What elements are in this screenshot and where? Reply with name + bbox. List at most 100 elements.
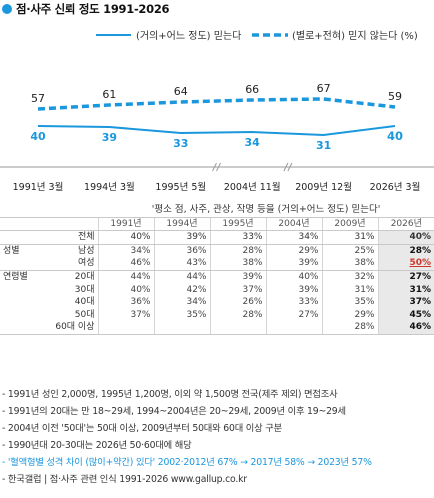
row-label: 20대 <box>74 271 95 282</box>
table-row-total: 전체 40% 39% 33% 34% 31% 40% <box>0 230 434 245</box>
table-cell: 26% <box>209 296 266 309</box>
footnote: - 1991년 성인 2,000명, 1995년 1,200명, 이외 약 1,… <box>2 389 338 400</box>
table-cell-highlight: 46% <box>377 321 434 335</box>
table-cell: 27% <box>265 308 322 322</box>
table-cell-highlight: 50% <box>377 257 434 271</box>
table-cell: 46% <box>97 257 154 271</box>
table-cell: 44% <box>97 270 154 284</box>
table-cell <box>97 321 154 335</box>
table-corner <box>0 204 98 218</box>
axis-break-mark <box>283 162 289 172</box>
table-row: 30대 40% 42% 37% 39% 31% 31% <box>0 283 434 297</box>
table-cell: 28% <box>321 321 378 335</box>
x-tick-label: 2026년 3월 <box>370 181 421 193</box>
x-tick-label: 1994년 3월 <box>84 181 135 193</box>
table-cell: 44% <box>153 270 210 284</box>
table-cell: 32% <box>321 270 378 284</box>
chart-title-row: 점·사주 신뢰 정도 1991-2026 <box>2 1 170 17</box>
table-cell: 39% <box>265 257 322 271</box>
group-label-age: 연령별 <box>3 271 28 282</box>
bullet-dot-icon <box>2 4 12 14</box>
table-cell: 29% <box>265 244 322 258</box>
table-row: 여성 46% 43% 38% 39% 38% 50% <box>0 257 434 271</box>
data-label-disbelieve: 66 <box>245 83 259 96</box>
footnote: - 1990년대 20-30대는 2026년 50·60대에 해당 <box>2 440 192 451</box>
group-label-sex: 성별 <box>3 245 20 256</box>
table-cell: 40% <box>265 270 322 284</box>
x-tick-label: 2009년 12월 <box>295 181 352 193</box>
empty-group-label <box>0 321 40 335</box>
table-cell <box>209 321 266 335</box>
row-label: 40대 <box>74 297 95 308</box>
table-cell: 33% <box>209 230 266 245</box>
table-cell: 28% <box>209 244 266 258</box>
x-tick-labels: 1991년 3월 1994년 3월 1995년 5월 2004년 11월 2009년 1… <box>13 181 421 193</box>
empty-group-label <box>0 230 40 245</box>
data-label-disbelieve: 59 <box>388 90 402 103</box>
table-cell-highlight: 40% <box>377 230 434 245</box>
data-label-believe: 33 <box>173 137 188 150</box>
table-cell: 37% <box>209 283 266 297</box>
empty-group-label <box>0 257 40 271</box>
series-line-believe <box>37 125 396 137</box>
table-cell-highlight: 28% <box>377 244 434 258</box>
table-cell: 35% <box>321 296 378 309</box>
data-label-believe: 31 <box>316 139 331 152</box>
table-cell: 37% <box>97 308 154 322</box>
table-row: 40대 36% 34% 26% 33% 35% 37% <box>0 296 434 309</box>
data-label-disbelieve: 67 <box>317 82 331 95</box>
footnote: - 1991년의 20대는 만 18~29세, 1994~2004년은 20~2… <box>2 406 346 417</box>
table-cell <box>265 321 322 335</box>
x-tick-label: 1991년 3월 <box>13 181 64 193</box>
series-line-disbelieve <box>37 97 396 111</box>
x-tick-label: 1995년 5월 <box>155 181 206 193</box>
table-cell: 40% <box>97 283 154 297</box>
table-cell: 43% <box>153 257 210 271</box>
table-row: 연령별 20대 44% 44% 39% 40% 32% 27% <box>0 270 434 284</box>
table-row: 성별 남성 34% 36% 28% 29% 25% 28% <box>0 244 434 258</box>
survey-table: '평소 점, 사주, 관상, 작명 등을 (거의+어느 정도) 믿는다' 199… <box>0 204 434 335</box>
year-header: 2009년 <box>321 217 378 232</box>
data-label-disbelieve: 61 <box>102 88 116 101</box>
data-labels-layer: 40 39 33 34 31 40 57 61 64 66 67 59 <box>30 82 403 152</box>
footnote-source: - 한국갤럽 | 점·사주 관련 인식 1991-2026 www.gallup… <box>2 474 247 485</box>
year-header: 1991년 <box>97 217 154 232</box>
legend-believe-label: (거의+어느 정도) 믿는다 <box>136 30 241 42</box>
row-label: 30대 <box>74 284 95 295</box>
year-header: 1995년 <box>209 217 266 232</box>
table-cell: 36% <box>97 296 154 309</box>
axis-break-mark <box>287 162 293 172</box>
row-label: 전체 <box>40 230 98 245</box>
table-cell: 39% <box>265 283 322 297</box>
chart-title: 점·사주 신뢰 정도 1991-2026 <box>16 2 170 16</box>
row-label: 여성 <box>40 257 98 271</box>
empty-group-label <box>0 284 40 297</box>
year-header: 2004년 <box>265 217 322 232</box>
table-cell-highlight: 31% <box>377 283 434 297</box>
table-cell-highlight: 27% <box>377 270 434 284</box>
empty-group-label <box>0 296 40 309</box>
line-chart: (거의+어느 정도) 믿는다 (별로+전혀) 믿지 않는다 (%) 40 39 33… <box>0 30 434 193</box>
table-cell: 38% <box>209 257 266 271</box>
table-caption: '평소 점, 사주, 관상, 작명 등을 (거의+어느 정도) 믿는다' <box>98 204 434 218</box>
axis-break-mark <box>212 162 217 172</box>
highlight-value: 50% <box>409 258 432 269</box>
data-label-believe: 39 <box>102 131 117 144</box>
table-cell: 34% <box>97 244 154 258</box>
table-row: 50대 37% 35% 28% 27% 29% 45% <box>0 308 434 322</box>
table-cell: 28% <box>209 308 266 322</box>
table-cell: 35% <box>153 308 210 322</box>
chart-legend: (거의+어느 정도) 믿는다 (별로+전혀) 믿지 않는다 (%) <box>96 30 418 42</box>
table-cell: 40% <box>97 230 154 245</box>
table-cell: 36% <box>153 244 210 258</box>
row-label: 50대 <box>74 309 95 320</box>
legend-disbelieve-label: (별로+전혀) 믿지 않는다 (%) <box>292 30 418 42</box>
year-header: 1994년 <box>153 217 210 232</box>
table-cell: 31% <box>321 230 378 245</box>
series-layer <box>37 97 396 137</box>
empty-group-label <box>0 309 40 322</box>
table-cell: 42% <box>153 283 210 297</box>
table-cell: 25% <box>321 244 378 258</box>
data-label-believe: 40 <box>387 129 403 143</box>
row-label: 60대 이상 <box>40 321 98 335</box>
